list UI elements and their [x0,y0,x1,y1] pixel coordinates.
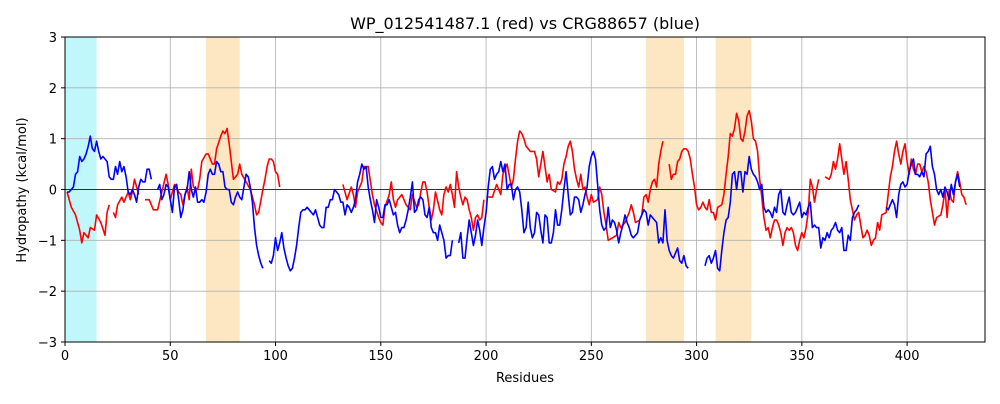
x-tick-label-0: 0 [61,349,69,364]
series-0-segment-6 [824,140,967,247]
series-0-segment-3 [342,165,485,231]
x-tick-label-300: 300 [684,349,709,364]
x-tick-label-350: 350 [789,349,814,364]
series-0-segment-0 [66,191,110,244]
y-tick-label-3: 3 [49,31,57,46]
x-axis-label: Residues [496,371,554,386]
series-1-segment-1 [156,160,264,269]
series-0-segment-1 [112,178,140,219]
series-1-segment-2 [268,163,454,272]
y-tick-label--1: −1 [38,234,57,249]
chart-title: WP_012541487.1 (red) vs CRG88657 (blue) [350,14,700,34]
y-tick-label-2: 2 [49,82,57,97]
y-axis-label: Hydropathy (kcal/mol) [15,117,30,262]
x-tick-label-250: 250 [579,349,604,364]
x-tick-label-50: 50 [162,349,179,364]
y-tick-label--2: −2 [38,285,57,300]
series-layer [66,109,967,272]
series-1-segment-4 [704,155,860,272]
y-tick-label-0: 0 [49,184,57,199]
ticks: 0 50 100 150 200 250 300 350 400 −3 −2 −1 0 1 2 3 [38,31,920,364]
series-0-segment-4 [488,130,664,242]
x-tick-label-200: 200 [474,349,499,364]
series-0-segment-2 [145,127,281,216]
x-tick-label-150: 150 [368,349,393,364]
series-1-segment-0 [67,135,153,203]
series-1-segment-5 [885,145,961,219]
x-tick-label-400: 400 [895,349,920,364]
x-tick-label-100: 100 [263,349,288,364]
y-tick-label-1: 1 [49,133,57,148]
series-0-segment-5 [668,109,820,252]
y-tick-label--3: −3 [38,336,57,351]
series-1-segment-3 [457,150,689,269]
